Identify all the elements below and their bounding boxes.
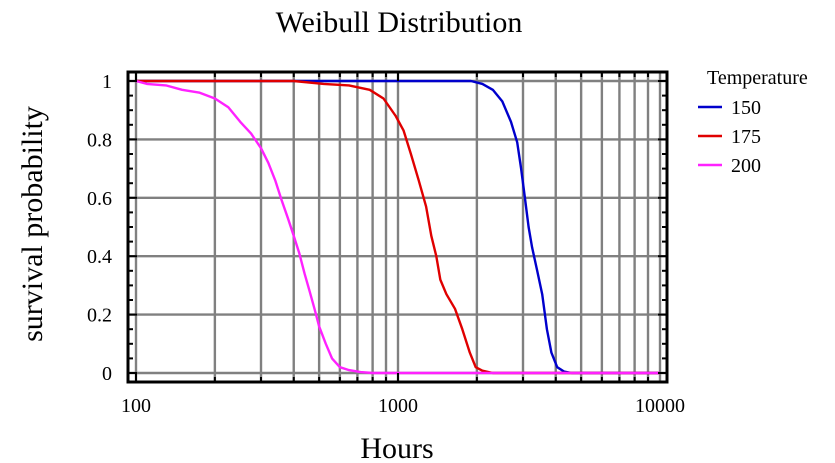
x-tick-label: 1000 (378, 395, 418, 417)
axis-ticks (128, 72, 667, 382)
x-tick-label: 10000 (635, 395, 685, 417)
series-lines (135, 79, 660, 375)
y-tick-label: 0.6 (87, 188, 112, 210)
legend-label-175: 175 (731, 126, 761, 148)
y-tick-label: 1 (102, 71, 112, 93)
legend-label-150: 150 (731, 97, 761, 119)
chart-title: Weibull Distribution (276, 6, 523, 39)
y-axis-label: survival probability (16, 106, 49, 342)
series-line-175 (136, 79, 660, 375)
y-tick-labels: 0 0.2 0.4 0.6 0.8 1 (87, 71, 112, 385)
legend-title: Temperature (707, 67, 808, 89)
x-tick-labels: 100 1000 10000 (121, 395, 685, 417)
legend-entries: 150 175 200 (698, 97, 761, 177)
y-tick-label: 0.4 (87, 246, 112, 268)
legend: Temperature 150 175 200 (698, 67, 808, 177)
x-axis-label: Hours (360, 432, 433, 463)
series-line-150 (136, 79, 660, 375)
y-tick-label: 0.8 (87, 129, 112, 151)
legend-label-200: 200 (731, 155, 761, 177)
series-line-200 (135, 79, 660, 375)
y-tick-label: 0 (102, 363, 112, 385)
y-tick-label: 0.2 (87, 305, 112, 327)
x-tick-label: 100 (121, 395, 151, 417)
